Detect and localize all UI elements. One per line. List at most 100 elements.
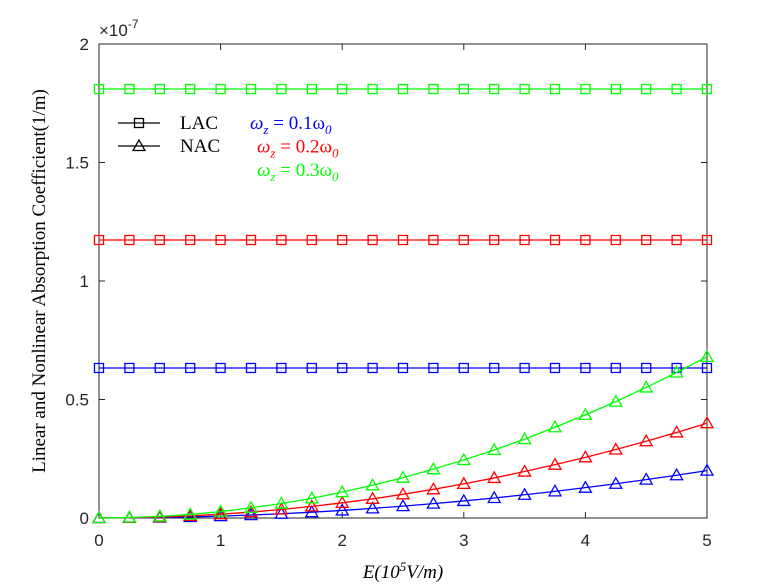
data-point: [213, 506, 228, 520]
data-point: [395, 486, 411, 500]
data-point: [185, 83, 196, 95]
y-exponent: ×10-7: [99, 17, 139, 40]
data-point: [274, 506, 289, 519]
legend-text: ω: [257, 137, 270, 158]
data-point: [701, 83, 713, 95]
x-tick-label: 5: [702, 531, 711, 550]
data-point: [458, 83, 469, 95]
data-point: [549, 83, 561, 95]
data-point: [641, 234, 652, 246]
legend-marker: [133, 117, 145, 129]
data-point: [701, 234, 713, 246]
x-label-part: V/m): [406, 562, 443, 583]
data-point: [397, 362, 409, 374]
data-point: [669, 365, 684, 378]
data-point: [304, 491, 319, 504]
data-point: [93, 83, 105, 95]
data-point: [610, 83, 621, 95]
data-point: [243, 500, 259, 513]
data-point: [489, 83, 500, 95]
data-point: [580, 362, 591, 374]
data-point: [610, 234, 621, 246]
data-point: [669, 425, 684, 438]
legend-sub: z: [262, 122, 268, 137]
data-point: [215, 234, 226, 246]
data-point: [428, 234, 439, 246]
legend-sub: 0: [332, 146, 339, 161]
data-point: [335, 484, 350, 498]
data-point: [397, 234, 409, 246]
data-point: [669, 467, 684, 481]
data-point: [487, 442, 502, 456]
data-point: [426, 496, 441, 509]
y-exponent-base: ×10: [99, 21, 128, 40]
data-point: [699, 415, 715, 429]
plot-area: [98, 43, 708, 519]
data-point: [487, 490, 502, 504]
legend-label: LAC: [180, 113, 218, 134]
data-point: [639, 380, 654, 393]
legend-marker: [131, 138, 147, 152]
data-point: [549, 362, 561, 374]
data-point: [306, 83, 317, 95]
legend-text: = 0.3ω: [275, 160, 331, 181]
data-point: [489, 234, 500, 246]
data-point: [365, 491, 380, 504]
data-point: [306, 362, 317, 374]
data-point: [245, 362, 257, 374]
x-label-sup: 5: [400, 559, 407, 574]
data-point: [487, 470, 502, 484]
data-point: [276, 83, 287, 95]
data-point: [671, 234, 682, 246]
data-point: [245, 234, 257, 246]
data-point: [641, 83, 652, 95]
data-point: [456, 452, 471, 466]
data-point: [335, 503, 350, 516]
data-point: [428, 83, 439, 95]
data-point: [701, 362, 713, 374]
data-point: [122, 510, 137, 523]
data-point: [304, 499, 319, 512]
data-point: [578, 450, 593, 463]
data-point: [335, 495, 350, 508]
y-tick-label: 2: [80, 35, 89, 54]
data-point: [154, 234, 165, 246]
data-point: [245, 83, 257, 95]
data-point: [337, 83, 348, 95]
data-point: [185, 234, 196, 246]
data-point: [547, 484, 563, 497]
data-point: [365, 477, 380, 491]
data-point: [489, 362, 500, 374]
data-point: [519, 83, 530, 95]
legend-sub: z: [269, 146, 275, 161]
y-exponent-power: -7: [128, 17, 139, 31]
data-point: [608, 442, 623, 455]
data-point: [367, 83, 378, 95]
legend-sub: 0: [325, 122, 332, 137]
data-point: [580, 83, 591, 95]
data-point: [608, 476, 623, 489]
data-point: [456, 476, 471, 490]
data-point: [641, 362, 652, 374]
series-line: [98, 469, 708, 519]
data-point: [639, 472, 654, 485]
data-point: [215, 362, 226, 374]
data-point: [547, 419, 563, 433]
legend-text: ω: [257, 160, 270, 181]
data-point: [519, 362, 530, 374]
legend-color-label: ωz = 0.2ω0: [257, 137, 339, 161]
data-point: [426, 461, 441, 475]
data-point: [93, 362, 105, 374]
data-point: [337, 362, 348, 374]
data-point: [671, 83, 682, 95]
legend-color-label: ωz = 0.3ω0: [257, 160, 339, 184]
data-point: [274, 496, 289, 509]
x-tick-label: 0: [94, 531, 103, 550]
legend-text: ω: [250, 113, 263, 134]
data-point: [124, 83, 135, 95]
data-point: [367, 234, 378, 246]
data-point: [517, 487, 532, 500]
data-point: [395, 498, 411, 512]
data-point: [243, 504, 259, 518]
data-point: [124, 234, 135, 246]
